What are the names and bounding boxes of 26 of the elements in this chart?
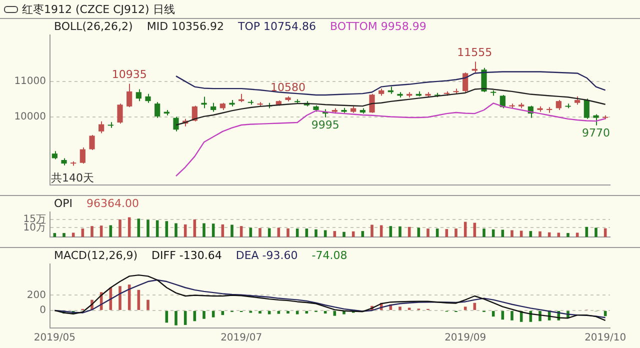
legend-title: OPI (54, 196, 73, 210)
legend-title: MACD(12,26,9) (54, 248, 138, 262)
text: -74.08 (312, 248, 348, 262)
x-tick-label: 2019/09 (444, 332, 486, 344)
annotation: 9995 (311, 118, 340, 132)
y-tick-label: 10万 (23, 222, 46, 234)
annotation: 10935 (112, 68, 147, 82)
y-tick-label: 10000 (14, 112, 46, 123)
legend-title: BOLL(26,26,2) (54, 20, 133, 33)
y-tick-label: 0 (40, 305, 46, 316)
chart-title: 红枣1912 (CZCE CJ912) 日线 (22, 2, 175, 16)
series-label: DIFF -130.64 (152, 248, 222, 262)
text: BOTTOM 9958.99 (330, 20, 426, 33)
annotation: 共140天 (51, 171, 94, 184)
x-tick-label: 2019/07 (220, 332, 262, 344)
x-tick-label: 2019/05 (34, 332, 76, 344)
text: DEA -93.60 (236, 248, 298, 262)
y-tick-label: 11000 (14, 76, 46, 88)
text: TOP 10754.86 (237, 20, 316, 33)
annotation: 9770 (582, 126, 610, 140)
series-label: 96364.00 (86, 196, 140, 210)
annotation: 11555 (457, 46, 492, 59)
x-tick-label: 2019/10 (584, 332, 626, 344)
annotation: 10580 (270, 80, 306, 94)
y-tick-label: 200 (26, 290, 46, 301)
text: MID 10356.92 (146, 20, 224, 33)
